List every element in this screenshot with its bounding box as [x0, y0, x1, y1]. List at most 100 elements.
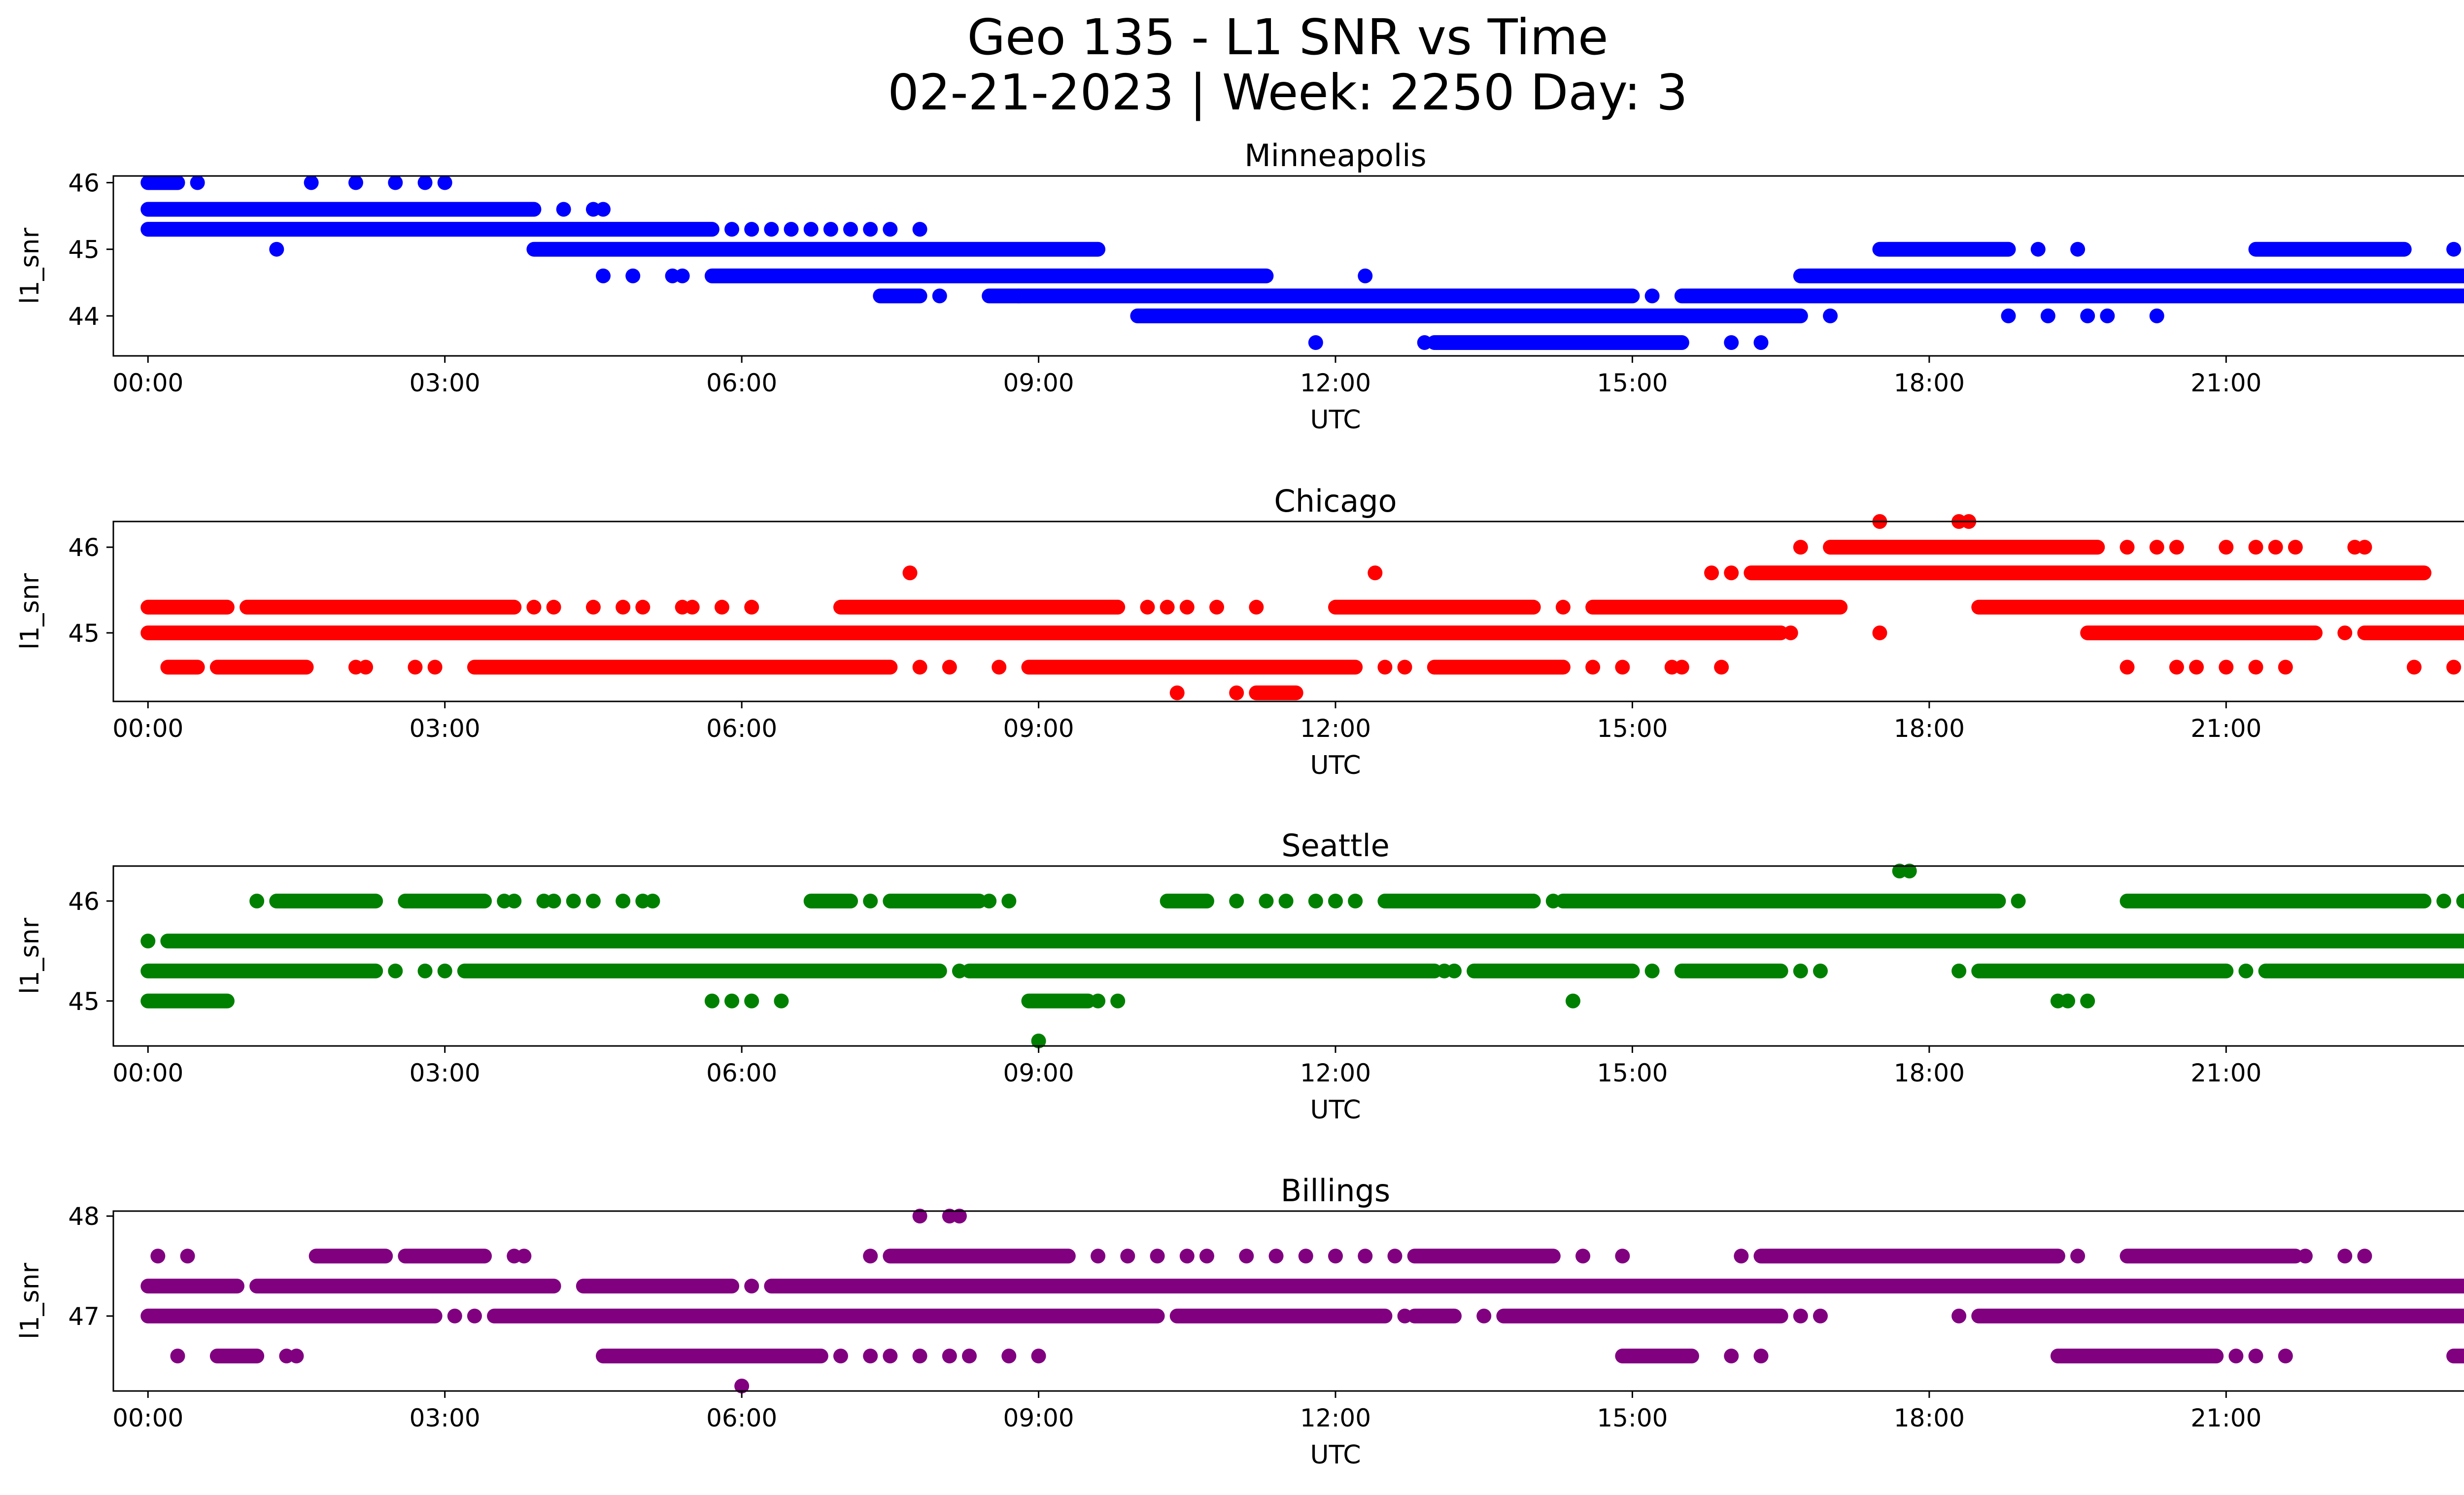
x-axis-label: UTC — [1310, 405, 1361, 435]
data-point — [269, 242, 284, 257]
data-point — [180, 1249, 195, 1264]
axes-frame — [112, 865, 2464, 1047]
data-point-run — [1615, 1349, 1699, 1364]
data-point — [724, 222, 740, 237]
data-point — [744, 222, 759, 237]
data-point-run — [1674, 963, 1788, 978]
scatter-series — [140, 1209, 2464, 1393]
data-point — [2446, 242, 2462, 257]
data-point — [1348, 893, 1363, 908]
y-axis-label: l1_snr — [15, 917, 45, 994]
data-point — [912, 1349, 927, 1364]
data-point — [1545, 893, 1561, 908]
data-point — [635, 599, 650, 615]
data-point-run — [1130, 308, 1808, 323]
data-point-run — [1823, 540, 2105, 555]
data-point-run — [883, 1249, 1076, 1264]
data-point — [1140, 599, 1155, 615]
x-tick-label: 06:00 — [706, 714, 777, 743]
data-point-run — [398, 1249, 492, 1264]
data-point-run — [487, 1308, 1165, 1323]
subplot-billings: Billings 00:00 03:00 06:00 09:00 12:00 15:00 18… — [15, 1173, 2464, 1470]
data-point-run — [140, 222, 719, 237]
y-tick-label: 44 — [68, 302, 100, 331]
data-point — [1169, 685, 1185, 700]
x-tick-label: 06:00 — [706, 1059, 777, 1087]
data-point — [1011, 288, 1027, 304]
x-tick-label: 06:00 — [706, 1404, 777, 1432]
data-point — [1298, 1249, 1313, 1264]
data-point — [1674, 660, 1689, 675]
data-point-run — [803, 893, 858, 908]
x-tick-label: 00:00 — [112, 1059, 183, 1087]
data-point — [1358, 268, 1373, 283]
data-point — [249, 893, 265, 908]
data-point — [289, 1349, 304, 1364]
data-point — [1793, 540, 1808, 555]
data-point — [1753, 1349, 1769, 1364]
x-tick-label: 15:00 — [1597, 1059, 1668, 1087]
data-point — [2120, 660, 2135, 675]
data-point-run — [140, 599, 235, 615]
data-point — [1031, 1033, 1046, 1048]
data-point-run — [1427, 335, 1689, 350]
data-point-run — [398, 893, 492, 908]
data-point — [585, 893, 601, 908]
data-point — [1724, 335, 1739, 350]
figure-title-line2: 02-21-2023 | Week: 2250 Day: 3 — [888, 64, 1688, 121]
data-point — [2001, 308, 2016, 323]
data-point — [546, 599, 561, 615]
figure-title-block: Geo 135 - L1 SNR vs Time 02-21-2023 | We… — [0, 10, 2464, 120]
data-point — [1724, 1349, 1739, 1364]
data-point-run — [2357, 625, 2464, 640]
data-point — [1091, 993, 1106, 1008]
x-tick-label: 00:00 — [112, 369, 183, 397]
x-tick-label: 15:00 — [1597, 369, 1668, 397]
data-point — [388, 963, 403, 978]
data-point-run — [1793, 268, 2464, 283]
subplot-seattle: Seattle 00:00 03:00 06:00 09:00 12:00 15:00 18:… — [15, 828, 2464, 1125]
data-point — [1160, 599, 1175, 615]
data-point — [774, 993, 789, 1008]
x-tick-label: 12:00 — [1300, 369, 1371, 397]
data-point — [1476, 1308, 1492, 1323]
subplot-chicago: Chicago 00:00 03:00 06:00 09:00 12:00 15:00 18:… — [15, 483, 2464, 780]
data-point-run — [1427, 660, 1571, 675]
data-point — [417, 963, 433, 978]
data-point — [2288, 540, 2303, 555]
data-point-run — [1744, 565, 2431, 581]
data-point — [764, 222, 779, 237]
subplot-title: Seattle — [1281, 828, 1389, 864]
data-point — [734, 1378, 750, 1393]
data-point — [942, 1349, 957, 1364]
data-point-run — [962, 963, 1442, 978]
data-point — [616, 599, 631, 615]
data-point — [982, 893, 997, 908]
x-tick-label: 18:00 — [1894, 1404, 1965, 1432]
data-point-run — [704, 268, 1274, 283]
data-point — [912, 660, 927, 675]
data-point — [1358, 1249, 1373, 1264]
data-point — [1268, 1249, 1284, 1264]
data-point — [616, 893, 631, 908]
data-point — [585, 599, 601, 615]
data-point — [1813, 1308, 1828, 1323]
data-point-run — [2080, 625, 2323, 640]
data-point-run — [1021, 660, 1363, 675]
data-point — [2238, 963, 2254, 978]
data-point — [863, 1249, 878, 1264]
x-tick-label: 18:00 — [1894, 714, 1965, 743]
data-point — [1308, 335, 1323, 350]
data-point — [1278, 893, 1294, 908]
data-point — [1793, 1308, 1808, 1323]
data-point — [190, 175, 205, 190]
data-point — [1734, 1249, 1749, 1264]
x-axis-label: UTC — [1310, 1440, 1361, 1470]
data-point — [1872, 625, 1887, 640]
data-point — [388, 175, 403, 190]
data-point — [625, 268, 641, 283]
x-axis-label: UTC — [1310, 1095, 1361, 1125]
x-tick-label: 18:00 — [1894, 369, 1965, 397]
data-point — [704, 993, 719, 1008]
data-point — [566, 893, 581, 908]
